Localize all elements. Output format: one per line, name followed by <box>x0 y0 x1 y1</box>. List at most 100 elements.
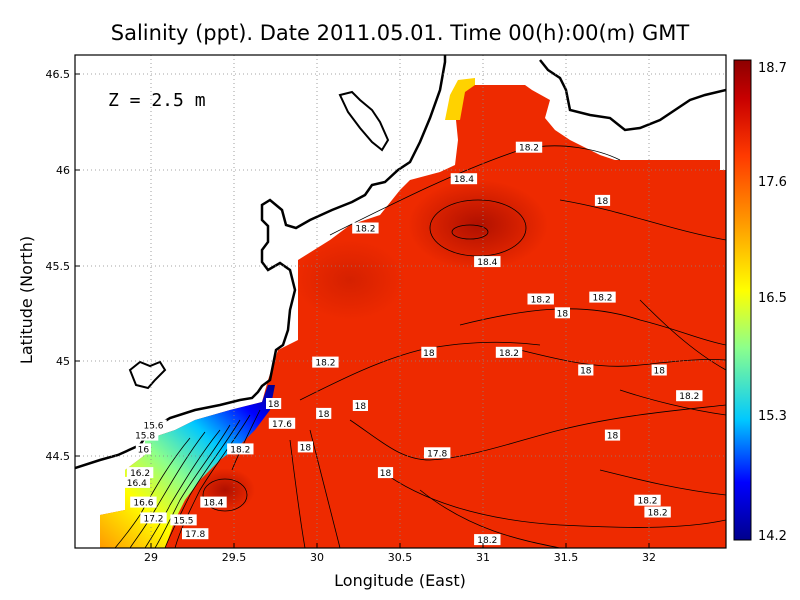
contour-label: 18.4 <box>474 256 501 268</box>
y-tick-label: 46.5 <box>46 68 71 81</box>
y-axis-label: Latitude (North) <box>17 236 36 364</box>
contour-label-text: 18 <box>653 367 665 377</box>
contour-label: 18.4 <box>450 173 478 185</box>
contour-label-bg <box>527 293 554 305</box>
y-tick-label: 45.5 <box>46 260 71 273</box>
x-tick-label: 31 <box>476 551 490 564</box>
contour-label-text: 18.2 <box>355 225 375 235</box>
contour-label-bg <box>126 467 154 479</box>
depth-label: Z = 2.5 m <box>108 90 206 111</box>
contour-label-text: 17.2 <box>143 514 163 524</box>
contour-label: 18.4 <box>200 496 227 509</box>
colorbar-tick: 14.2 <box>758 529 787 544</box>
northern-freshwater-patch <box>445 78 475 120</box>
contour-label: 18 <box>604 429 621 442</box>
contour-label-bg <box>589 291 616 303</box>
contour-label-text: 18.2 <box>315 359 335 369</box>
lagoon-outline <box>128 360 167 390</box>
contour-label: 18 <box>421 346 437 359</box>
y-tick-labels: 44.5 45 45.5 46 46.5 <box>46 68 71 463</box>
contour-label-text: 15.8 <box>135 432 155 442</box>
colorbar-tick: 17.6 <box>758 175 787 190</box>
contour-label: 18 <box>266 398 282 410</box>
contour-label-bg <box>123 476 150 488</box>
x-tick-label: 29.5 <box>222 551 247 564</box>
contour-label-bg <box>474 534 501 546</box>
contour-label-bg <box>352 222 379 234</box>
contour-label: 17.2 <box>140 512 167 524</box>
plot-area: 18.2 18.4 18 18.2 18.4 18.2 18.2 18 18 18.2 18.2 18… <box>75 55 726 548</box>
contour-label-text: 17.8 <box>185 530 205 540</box>
contour-label-text: 18 <box>597 197 609 207</box>
y-tick-label: 46 <box>56 164 70 177</box>
contour-label-text: 17.8 <box>427 449 447 459</box>
colorbar-tick: 16.5 <box>758 291 787 306</box>
contour-label: 18.2 <box>352 222 379 235</box>
contour-label-text: 16.4 <box>127 479 147 489</box>
contour-label-text: 18.2 <box>499 349 519 359</box>
grid-lines <box>75 55 726 548</box>
contour-label-bg <box>515 141 543 153</box>
colorbar-tick: 18.7 <box>758 61 787 76</box>
contour-label: 15.5 <box>170 514 197 526</box>
contour-label-bg <box>170 514 197 526</box>
contour-label: 18.2 <box>515 141 543 154</box>
contour-label-text: 18.2 <box>519 144 539 154</box>
sea-salinity-field <box>100 80 726 548</box>
colorbar: 18.7 17.6 16.5 15.3 14.2 <box>733 59 787 544</box>
contour-label: 18.2 <box>676 390 703 402</box>
contour-label-bg <box>495 346 523 358</box>
contour-label-bg <box>676 390 703 402</box>
contour-label-bg <box>644 506 671 518</box>
contour-label-text: 18.2 <box>592 294 612 304</box>
contour-label: 18.2 <box>312 356 339 369</box>
contour-label-bg <box>474 256 501 268</box>
contour-label: 17.8 <box>182 528 209 540</box>
contour-label-bg <box>316 407 332 419</box>
contour-label: 18 <box>651 364 667 377</box>
contour-label-bg <box>268 417 296 429</box>
contour-label-text: 18 <box>300 443 312 453</box>
contour-label-text: 18.4 <box>477 258 497 268</box>
contour-label-text: 18.2 <box>531 296 551 306</box>
contour-label-bg <box>266 398 282 409</box>
map-title: Salinity (ppt). Date 2011.05.01. Time 00… <box>111 21 690 45</box>
contour-label-text: 18.2 <box>637 497 657 507</box>
coastline <box>75 55 447 470</box>
contour-label: 16.4 <box>123 476 150 489</box>
contour-label-text: 18.2 <box>477 536 497 546</box>
x-axis-label: Longitude (East) <box>334 571 466 590</box>
contour-label: 18 <box>297 441 313 453</box>
x-tick-label: 31.5 <box>554 551 579 564</box>
contour-label-bg <box>604 429 621 441</box>
contour-label: 16 <box>135 443 151 455</box>
contour-label-text: 18 <box>580 367 592 377</box>
contour-label-text: 18 <box>423 349 435 359</box>
contour-label: 15.6 <box>140 419 167 432</box>
contour-label-text: 18.2 <box>679 392 699 402</box>
contour-label-text: 16.2 <box>130 469 150 479</box>
contour-label: 18.2 <box>644 506 671 519</box>
contour-label-text: 18 <box>268 400 280 410</box>
axis-ticks <box>75 73 650 548</box>
contour-label-text: 18.2 <box>230 445 250 455</box>
contour-label-bg <box>594 194 611 206</box>
contour-label: 18 <box>316 407 332 420</box>
contour-label: 16.6 <box>130 496 157 509</box>
contour-label: 18.2 <box>227 443 254 455</box>
y-tick-label: 44.5 <box>46 450 71 463</box>
contour-label-bg <box>130 496 157 508</box>
contour-label-bg <box>421 346 437 358</box>
contour-label: 18.2 <box>634 494 661 507</box>
estuary-outline <box>338 90 390 152</box>
y-tick-label: 45 <box>56 355 70 368</box>
contour-label-bg <box>312 356 339 368</box>
contour-label-bg <box>140 419 167 431</box>
contour-label-bg <box>140 512 167 524</box>
x-tick-labels: 29 29.5 30 30.5 31 31.5 32 <box>144 551 656 564</box>
coastline-east <box>539 59 726 132</box>
contour-label: 18.2 <box>589 291 616 304</box>
contour-label-bg <box>554 307 570 319</box>
contour-label-bg <box>578 364 594 376</box>
